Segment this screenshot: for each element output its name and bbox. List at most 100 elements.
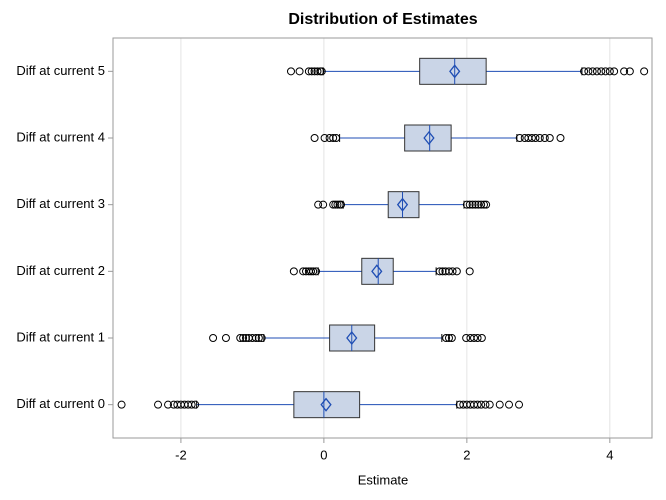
outlier (251, 334, 260, 342)
outlier (164, 400, 173, 409)
y-tick-label: Diff at current 5 (16, 63, 105, 78)
outlier (620, 67, 629, 76)
outlier (468, 200, 477, 209)
outlier (317, 67, 326, 76)
outlier (556, 134, 565, 142)
outlier (329, 200, 338, 209)
outlier (527, 134, 536, 142)
outlier (470, 334, 479, 342)
outlier (304, 67, 313, 76)
outlier (444, 334, 453, 342)
outlier (438, 267, 447, 276)
outlier (447, 334, 456, 342)
outlier (465, 267, 474, 276)
plot-area: -2 0 2 4 Diff at current 0 Diff at current 1 D… (16, 38, 649, 462)
plot-frame (112, 37, 653, 439)
outlier (480, 200, 489, 209)
outlier (435, 267, 444, 276)
outlier (588, 67, 597, 76)
mean-marker (371, 264, 383, 279)
outlier (254, 334, 263, 342)
outlier (307, 267, 316, 276)
y-tick-label: Diff at current 1 (16, 329, 105, 344)
outlier (605, 67, 614, 76)
outlier (471, 200, 480, 209)
outlier (313, 67, 322, 76)
outlier (531, 134, 540, 142)
outlier (187, 400, 196, 409)
outlier (592, 67, 601, 76)
outlier (307, 67, 316, 76)
outlier (477, 400, 486, 409)
x-axis-label: Estimate (358, 472, 409, 487)
outlier (442, 334, 451, 342)
outlier (320, 134, 329, 142)
outlier (299, 267, 308, 276)
outlier (236, 334, 245, 342)
outlier (117, 400, 126, 409)
mean-marker (320, 397, 332, 412)
outlier (477, 200, 486, 209)
outlier (640, 67, 649, 76)
outlier (329, 134, 338, 142)
outlier (154, 400, 163, 409)
x-tick-label: 2 (463, 447, 470, 462)
outlier (485, 400, 494, 409)
outlier (309, 267, 318, 276)
outlier (482, 200, 491, 209)
outlier (515, 400, 524, 409)
mean-marker (423, 130, 435, 146)
box (404, 124, 452, 152)
mean-marker (449, 64, 461, 79)
outlier (601, 67, 610, 76)
outlier (286, 67, 295, 76)
outlier (597, 67, 606, 76)
x-tick-label: 4 (606, 447, 613, 462)
y-tick-label: Diff at current 0 (16, 396, 105, 411)
x-tick-label: 0 (320, 447, 327, 462)
outlier (310, 134, 319, 142)
outlier (337, 200, 346, 209)
outlier (319, 200, 328, 209)
outlier (333, 200, 342, 209)
outlier (257, 334, 266, 342)
y-tick-label: Diff at current 3 (16, 196, 105, 211)
mean-marker (396, 197, 409, 212)
outlier (248, 334, 257, 342)
outlier (314, 200, 323, 209)
outlier (295, 67, 304, 76)
outlier (473, 334, 482, 342)
outlier (545, 134, 554, 142)
outlier (474, 200, 483, 209)
outlier (209, 334, 218, 342)
box (361, 257, 394, 285)
outlier (481, 400, 490, 409)
box (293, 391, 361, 419)
outlier (580, 67, 589, 76)
x-tick-label: -2 (175, 447, 187, 462)
box (419, 57, 487, 85)
outlier (515, 134, 524, 142)
outlier (535, 134, 544, 142)
outlier (332, 134, 341, 142)
y-tick-label: Diff at current 4 (16, 129, 105, 144)
outlier (584, 67, 593, 76)
outlier (331, 200, 340, 209)
outlier (495, 400, 504, 409)
outlier (462, 334, 471, 342)
mean-marker (346, 330, 358, 346)
outlier (444, 267, 453, 276)
outlier (465, 200, 474, 209)
outlier (448, 267, 457, 276)
outlier (610, 67, 619, 76)
outlier (191, 400, 200, 409)
outlier (452, 267, 461, 276)
outlier (289, 267, 298, 276)
outlier (477, 334, 486, 342)
outlier (462, 200, 471, 209)
outlier (473, 400, 482, 409)
outlier (239, 334, 248, 342)
outlier (241, 334, 250, 342)
box (387, 191, 420, 219)
